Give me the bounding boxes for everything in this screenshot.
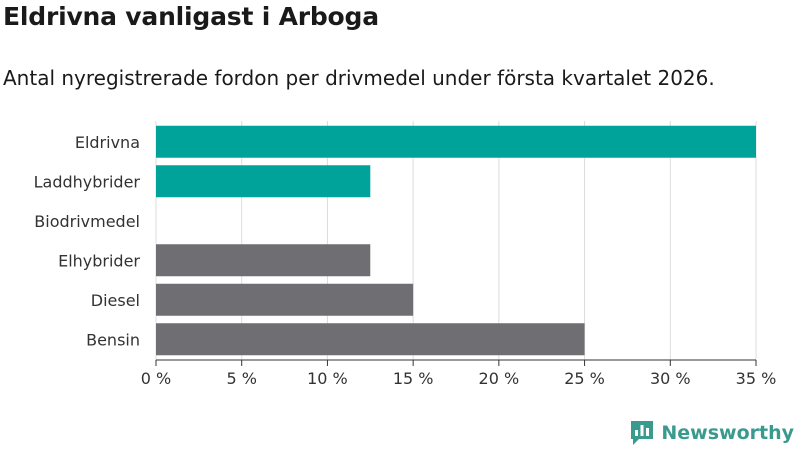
x-tick-label: 25 %: [564, 369, 605, 388]
category-label: Bensin: [86, 330, 140, 349]
x-tick-label: 30 %: [650, 369, 691, 388]
bar-diesel: [156, 283, 414, 316]
x-axis-ticks: 0 % 5 % 10 % 15 % 20 % 25 % 30 % 35 %: [141, 359, 777, 388]
x-tick-label: 10 %: [307, 369, 348, 388]
x-tick-label: 0 %: [141, 369, 171, 388]
category-label: Laddhybrider: [34, 172, 141, 191]
category-label: Eldrivna: [75, 133, 140, 152]
gridlines: [155, 121, 757, 360]
brand-name: Newsworthy: [661, 422, 794, 444]
bar-laddhybrider: [156, 165, 371, 198]
category-label: Elhybrider: [58, 251, 140, 270]
bars: [156, 125, 756, 356]
x-tick-label: 20 %: [479, 369, 520, 388]
chart-title: Eldrivna vanligast i Arboga: [3, 2, 379, 31]
x-tick-label: 35 %: [736, 369, 777, 388]
newsworthy-logo-icon: [631, 421, 654, 445]
brand-logo: Newsworthy: [629, 418, 794, 448]
category-label: Diesel: [91, 291, 140, 310]
chart-subtitle: Antal nyregistrerade fordon per drivmede…: [3, 66, 715, 90]
category-label: Biodrivmedel: [34, 212, 140, 231]
bar-elhybrider: [156, 244, 371, 277]
bar-chart: Eldrivna Laddhybrider Biodrivmedel Elhybrid…: [34, 121, 777, 388]
bar-eldrivna: [156, 125, 756, 158]
bar-bensin: [156, 323, 585, 356]
category-labels: Eldrivna Laddhybrider Biodrivmedel Elhybrid…: [34, 133, 141, 350]
x-tick-label: 5 %: [226, 369, 256, 388]
x-tick-label: 15 %: [393, 369, 434, 388]
